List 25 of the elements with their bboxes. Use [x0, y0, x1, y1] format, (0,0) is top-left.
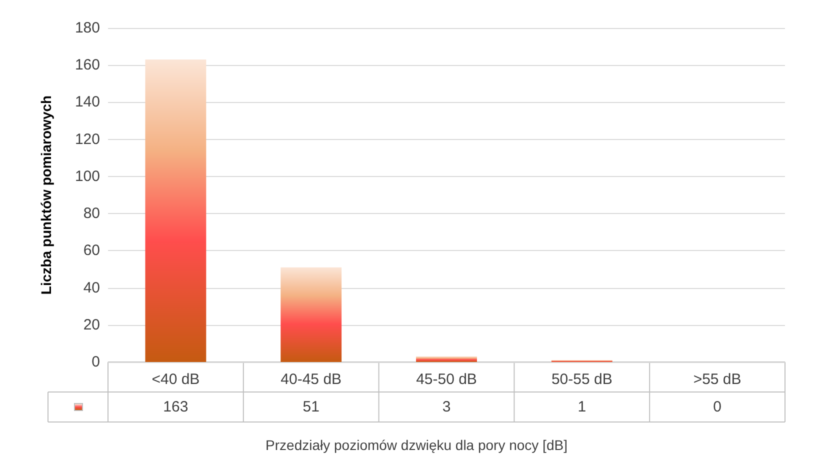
y-tick-label: 60: [83, 242, 100, 260]
x-tick-label: 50-55 dB: [551, 371, 612, 388]
y-tick-label: 160: [74, 56, 100, 74]
data-label: 51: [302, 398, 320, 416]
bar: [416, 356, 477, 362]
data-label: 3: [442, 398, 451, 416]
y-tick-label: 100: [74, 168, 100, 185]
data-label: 1: [578, 398, 586, 416]
y-axis-title: Liczba punktów pomiarowych: [38, 95, 54, 295]
x-tick-label: 45-50 dB: [416, 371, 477, 388]
data-label: 0: [713, 398, 722, 416]
y-tick-label: 180: [74, 20, 100, 36]
y-tick-label: 20: [83, 316, 100, 334]
x-tick-label: >55 dB: [693, 371, 742, 388]
data-label: 163: [163, 398, 188, 416]
y-tick-label: 80: [83, 205, 100, 222]
bar: [280, 267, 342, 362]
y-tick-label: 0: [92, 354, 100, 370]
x-tick-label: 40-45 dB: [280, 371, 342, 388]
x-axis-title: Przedziały poziomów dzwięku dla pory nocy [dB]: [266, 437, 568, 453]
x-tick-label: <40 dB: [152, 371, 200, 388]
y-tick-label: 120: [74, 130, 100, 148]
bar: [145, 60, 206, 362]
y-tick-label: 40: [83, 279, 100, 296]
y-tick-label: 140: [74, 94, 100, 111]
